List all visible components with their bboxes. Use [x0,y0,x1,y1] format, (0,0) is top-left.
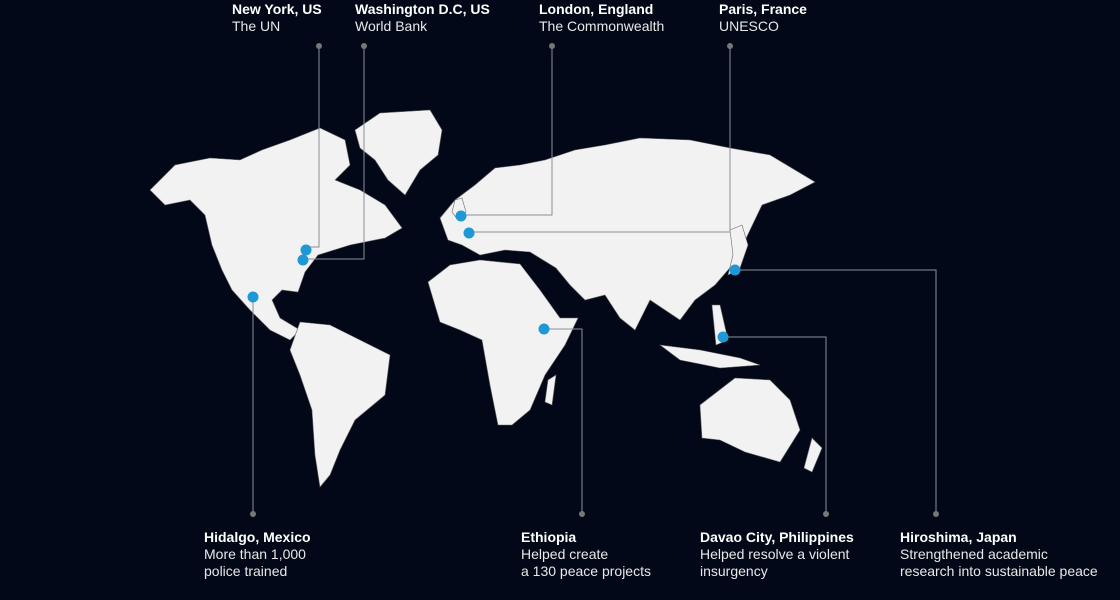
north-america [149,127,403,341]
location-desc: World Bank [355,18,428,34]
location-desc: The Commonwealth [539,18,665,34]
location-title: Paris, France [719,1,807,17]
label-davao: Davao City, Philippines Helped resolve a… [700,529,854,580]
label-new-york: New York, US The UN [232,1,322,35]
location-desc: police trained [204,563,288,579]
label-hiroshima: Hiroshima, Japan Strengthened academic r… [900,529,1098,580]
marker-ethiopia[interactable] [538,323,550,335]
location-desc: insurgency [700,563,768,579]
location-title: Hiroshima, Japan [900,529,1017,545]
location-title: Davao City, Philippines [700,529,854,545]
africa [427,259,579,426]
leader-washington [303,46,365,260]
south-america [289,321,391,488]
marker-hiroshima[interactable] [729,264,741,276]
marker-new-york[interactable] [300,244,312,256]
marker-davao[interactable] [717,331,729,343]
leader-lines [252,46,937,514]
location-desc: UNESCO [719,18,779,34]
location-desc: Strengthened academic [900,546,1048,562]
eurasia [439,137,816,331]
location-title: London, England [539,1,654,17]
indonesia [658,344,761,369]
location-desc: research into sustainable peace [900,563,1098,579]
leader-london [461,46,553,216]
marker-paris[interactable] [463,227,475,239]
leader-ethiopia [544,328,583,514]
location-title: Hidalgo, Mexico [204,529,311,545]
label-paris: Paris, France UNESCO [719,1,807,35]
leader-end-dots [250,43,939,517]
location-desc: The UN [232,18,281,34]
location-desc: More than 1,000 [204,546,306,562]
label-ethiopia: Ethiopia Helped create a 130 peace proje… [521,529,651,580]
leader-paris [469,46,731,233]
label-washington: Washington D.C, US World Bank [355,1,490,35]
location-desc: Helped create [521,546,609,562]
location-title: Ethiopia [521,529,577,545]
location-title: New York, US [232,1,322,17]
new-zealand [803,437,823,473]
location-desc: Helped resolve a violent [700,546,850,562]
location-desc: a 130 peace projects [521,563,651,579]
greenland [354,109,443,196]
label-hidalgo: Hidalgo, Mexico More than 1,000 police t… [204,529,311,580]
leader-davao [723,336,827,514]
marker-hidalgo[interactable] [247,291,259,303]
leader-hiroshima [735,269,937,514]
label-london: London, England The Commonwealth [539,1,664,35]
marker-washington[interactable] [297,254,309,266]
australia [699,377,801,463]
marker-london[interactable] [455,210,467,222]
madagascar [544,374,557,406]
location-title: Washington D.C, US [355,1,490,17]
